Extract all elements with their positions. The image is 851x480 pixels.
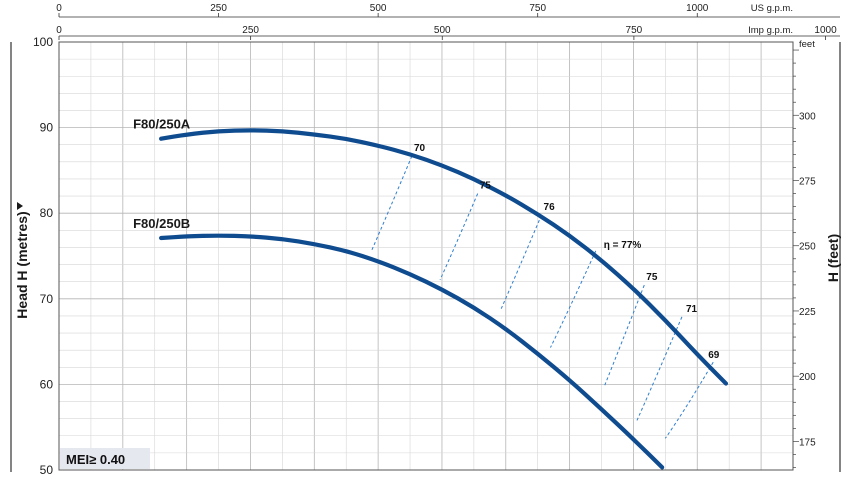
mei-box: [60, 448, 150, 469]
us-gpm-axis-label: US g.p.m.: [751, 3, 793, 14]
y2-tick-label: 300: [799, 111, 816, 122]
efficiency-label: η = 77%: [604, 240, 642, 251]
grid: [58, 41, 794, 471]
imp-gpm-tick-label: 1000: [814, 25, 837, 36]
imp-gpm-tick-label: 0: [56, 25, 62, 36]
curve-f80-250b: [159, 233, 665, 470]
y-axis-label: Head H (metres): [14, 211, 30, 318]
curve-f80-250a: [159, 128, 729, 386]
us-gpm-tick-label: 250: [210, 3, 227, 14]
us-gpm-tick-label: 0: [56, 3, 62, 14]
efficiency-label: 75: [646, 272, 658, 283]
efficiency-label: 70: [414, 143, 426, 154]
us-gpm-tick-label: 500: [370, 3, 387, 14]
y2-tick-label: 175: [799, 437, 816, 448]
y2-axis-label: H (feet): [825, 234, 841, 282]
y-axis-arrow-icon: [17, 202, 23, 210]
efficiency-label: 71: [686, 304, 698, 315]
y-tick-label: 100: [33, 35, 53, 49]
y-tick-label: 70: [40, 292, 54, 306]
efficiency-label: 76: [544, 202, 556, 213]
y2-unit-label: feet: [799, 39, 815, 50]
us-gpm-tick-label: 750: [529, 3, 546, 14]
mei-label: MEI≥ 0.40: [66, 452, 125, 467]
y-tick-label: 90: [40, 121, 54, 135]
efficiency-line: [603, 284, 645, 388]
curve-label: F80/250A: [133, 117, 191, 132]
imp-gpm-tick-label: 750: [626, 25, 643, 36]
efficiency-line: [500, 214, 542, 311]
y2-tick-label: 200: [799, 372, 816, 383]
y-tick-label: 80: [40, 206, 54, 220]
y-tick-label: 60: [40, 377, 54, 391]
y2-tick-label: 275: [799, 177, 816, 188]
axes: 0 250 500 750 1000 US g.p.m. 0 250 500 750 1000 Imp…: [10, 3, 841, 477]
y2-tick-label: 225: [799, 307, 816, 318]
us-gpm-tick-label: 1000: [686, 3, 709, 14]
imp-gpm-axis-label: Imp g.p.m.: [748, 25, 793, 36]
y2-tick-label: 250: [799, 242, 816, 253]
curve-label: F80/250B: [133, 216, 190, 231]
efficiency-line: [550, 250, 597, 348]
labels: F80/250A F80/250B 70 75 76 η = 77% 75 71 69 MEI≥ …: [60, 117, 720, 469]
efficiency-label: 75: [480, 181, 492, 192]
efficiency-label: 69: [708, 350, 720, 361]
imp-gpm-tick-label: 250: [242, 25, 259, 36]
efficiency-line: [439, 193, 479, 281]
y-tick-label: 50: [40, 463, 54, 477]
efficiency-line: [664, 361, 714, 439]
efficiency-lines: [370, 155, 714, 439]
imp-gpm-tick-label: 500: [434, 25, 451, 36]
plot-frame: [58, 41, 794, 471]
efficiency-line: [370, 155, 413, 252]
pump-curves: [159, 128, 729, 470]
